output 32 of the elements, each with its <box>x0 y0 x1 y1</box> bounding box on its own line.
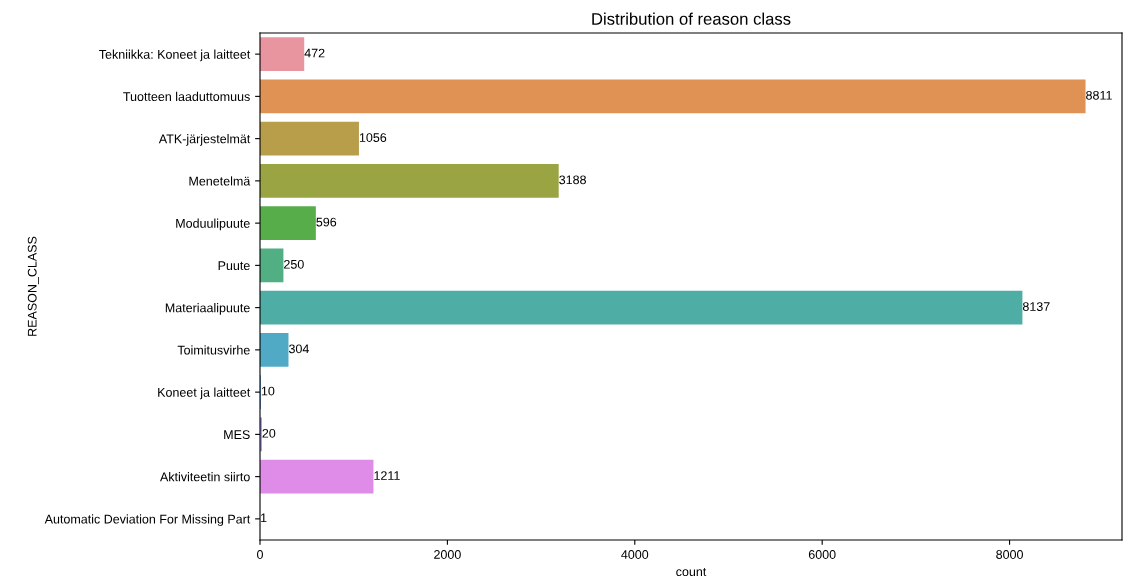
y-tick-label: ATK-järjestelmät <box>158 134 251 146</box>
data-label: 1056 <box>359 133 387 142</box>
x-tick-label: 6000 <box>808 550 836 559</box>
x-axis-title: count <box>676 567 707 577</box>
y-tick-label: Menetelmä <box>189 176 251 186</box>
chart-title: Distribution of reason class <box>592 12 791 25</box>
data-label: 596 <box>316 217 337 227</box>
y-tick-label: Tekniikka: Koneet ja laitteet <box>99 49 251 62</box>
y-tick-label: Toimitusvirhe <box>177 345 250 355</box>
data-label: 1 <box>261 513 267 523</box>
y-tick-label: Puute <box>218 261 250 271</box>
y-tick-label: Koneet ja laitteet <box>158 387 251 400</box>
data-label: 10 <box>261 386 275 396</box>
data-label: 20 <box>262 428 276 438</box>
data-label: 3188 <box>559 175 586 185</box>
y-axis-title: REASON_CLASS <box>27 236 39 336</box>
data-label: 304 <box>288 344 309 354</box>
x-tick-label: 2000 <box>434 550 461 559</box>
y-tick-label: Automatic Deviation For Missing Part <box>44 514 251 526</box>
data-label: 8811 <box>1086 90 1112 100</box>
x-tick-label: 8000 <box>996 550 1023 559</box>
y-tick-label: MES <box>224 430 250 440</box>
data-label: 8137 <box>1022 302 1050 311</box>
x-tick-label: 4000 <box>621 550 649 559</box>
y-tick-label: Tuotteen laaduttomuus <box>123 91 250 102</box>
y-tick-label: Aktiviteetin siirto <box>160 472 250 482</box>
x-tick-label: 0 <box>257 550 263 559</box>
y-tick-label: Materiaalipuute <box>165 303 250 315</box>
data-label: 1211 <box>374 471 400 480</box>
data-label: 250 <box>284 259 304 269</box>
data-label: 472 <box>304 48 325 58</box>
y-tick-label: Moduulipuute <box>176 218 250 231</box>
